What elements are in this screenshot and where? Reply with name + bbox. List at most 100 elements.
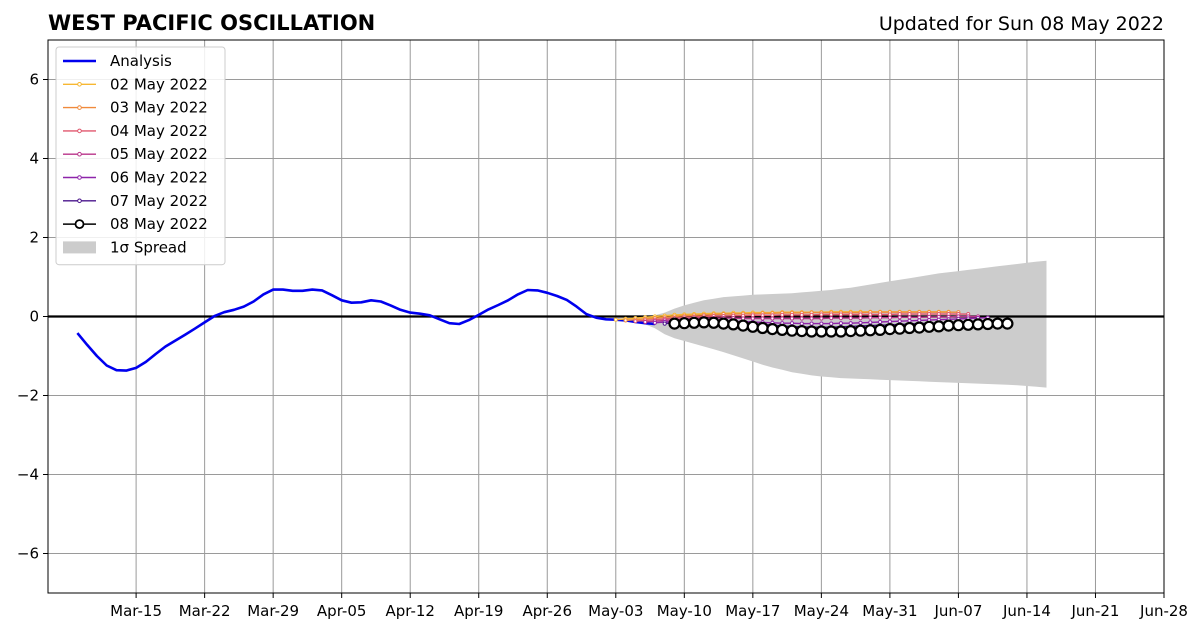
- data-point: [844, 325, 857, 338]
- data-point: [858, 316, 863, 321]
- data-point: [795, 325, 808, 338]
- data-point: [717, 317, 730, 330]
- data-point: [750, 316, 755, 321]
- data-point: [868, 315, 873, 320]
- legend-item: 02 May 2022: [63, 75, 208, 93]
- data-point: [819, 321, 824, 326]
- data-point: [838, 312, 844, 317]
- legend: Analysis 02 May 2022 03 May 2022 04 May 202…: [55, 46, 226, 266]
- series-analysis: [76, 288, 656, 372]
- data-point: [643, 319, 648, 325]
- legend-label: Analysis: [110, 52, 172, 70]
- x-tick-label: Apr-19: [454, 602, 504, 620]
- x-tick-label: Apr-12: [385, 602, 435, 620]
- x-tick-label: Mar-29: [247, 602, 299, 620]
- data-point: [838, 321, 844, 326]
- x-tick-label: Mar-15: [110, 602, 162, 620]
- series-08-may-2022: [668, 316, 1014, 338]
- x-tick-label: May-10: [657, 602, 712, 620]
- legend-item: 07 May 2022: [63, 192, 208, 210]
- data-point: [819, 316, 824, 321]
- legend-label: 02 May 2022: [110, 75, 208, 93]
- legend-swatch: [63, 241, 96, 254]
- legend-item: 04 May 2022: [63, 122, 208, 140]
- data-point: [678, 317, 691, 330]
- legend-label: 07 May 2022: [110, 192, 208, 210]
- legend-item: Analysis: [63, 52, 172, 70]
- data-point: [760, 316, 765, 321]
- y-tick-label: 6: [29, 71, 39, 89]
- data-point: [962, 318, 975, 331]
- y-tick-label: −2: [17, 387, 39, 405]
- legend-item: 03 May 2022: [63, 99, 208, 117]
- y-axis: 6 4 2 0 −2 −4 −6: [17, 71, 48, 563]
- legend-marker: [77, 151, 82, 157]
- series-lines: [76, 288, 1014, 372]
- data-point: [829, 316, 834, 321]
- legend-item: 1σ Spread: [63, 238, 187, 256]
- data-point: [825, 325, 838, 338]
- legend-label: 08 May 2022: [110, 215, 208, 233]
- data-point: [780, 316, 785, 321]
- data-point: [873, 323, 887, 336]
- chart-subtitle: Updated for Sun 08 May 2022: [879, 13, 1164, 35]
- legend-box: [55, 46, 226, 266]
- data-point: [766, 323, 779, 336]
- legend-label: 1σ Spread: [110, 238, 187, 256]
- legend-label: 04 May 2022: [110, 122, 208, 140]
- data-point: [922, 320, 936, 333]
- data-point: [789, 316, 795, 321]
- x-tick-label: May-24: [794, 602, 849, 620]
- chart-title: WEST PACIFIC OSCILLATION: [48, 11, 375, 35]
- data-point: [848, 312, 853, 317]
- data-point: [770, 316, 775, 321]
- data-point: [952, 319, 965, 332]
- data-point: [932, 320, 945, 333]
- data-point: [697, 316, 711, 329]
- data-point: [897, 315, 902, 320]
- data-point: [799, 312, 804, 317]
- data-point: [848, 316, 853, 321]
- data-point: [942, 319, 955, 332]
- data-point: [687, 316, 701, 329]
- x-tick-label: Jun-14: [1002, 602, 1051, 620]
- data-point: [883, 323, 897, 336]
- x-tick-label: Apr-26: [523, 602, 573, 620]
- y-tick-label: 2: [29, 229, 39, 247]
- x-tick-label: Jun-21: [1071, 602, 1120, 620]
- data-point: [809, 312, 814, 317]
- y-tick-label: −6: [17, 545, 39, 563]
- y-tick-label: −4: [17, 466, 39, 484]
- data-point: [864, 324, 877, 337]
- data-point: [613, 317, 618, 322]
- legend-item: 05 May 2022: [63, 145, 208, 163]
- x-tick-label: May-31: [862, 602, 917, 620]
- data-point: [834, 325, 848, 338]
- data-point: [668, 317, 681, 330]
- data-point: [838, 316, 844, 321]
- data-point: [1001, 317, 1014, 330]
- series-line: [76, 288, 656, 372]
- x-tick-label: May-03: [588, 602, 643, 620]
- data-point: [789, 312, 795, 317]
- data-point: [854, 324, 867, 337]
- data-point: [829, 312, 834, 317]
- data-point: [799, 316, 804, 321]
- legend-item: 06 May 2022: [63, 169, 208, 187]
- data-point: [858, 312, 863, 317]
- legend-label: 06 May 2022: [110, 169, 208, 187]
- data-point: [903, 321, 916, 335]
- data-point: [878, 315, 883, 320]
- data-point: [907, 315, 912, 320]
- data-point: [809, 321, 814, 326]
- legend-item: 08 May 2022: [63, 215, 208, 233]
- x-tick-label: Jun-28: [1139, 602, 1188, 620]
- x-tick-label: May-17: [725, 602, 780, 620]
- x-tick-label: Jun-07: [933, 602, 982, 620]
- data-point: [633, 319, 638, 324]
- data-point: [893, 322, 906, 335]
- data-point: [887, 315, 893, 320]
- legend-marker: [77, 105, 82, 110]
- y-tick-label: 0: [29, 308, 39, 326]
